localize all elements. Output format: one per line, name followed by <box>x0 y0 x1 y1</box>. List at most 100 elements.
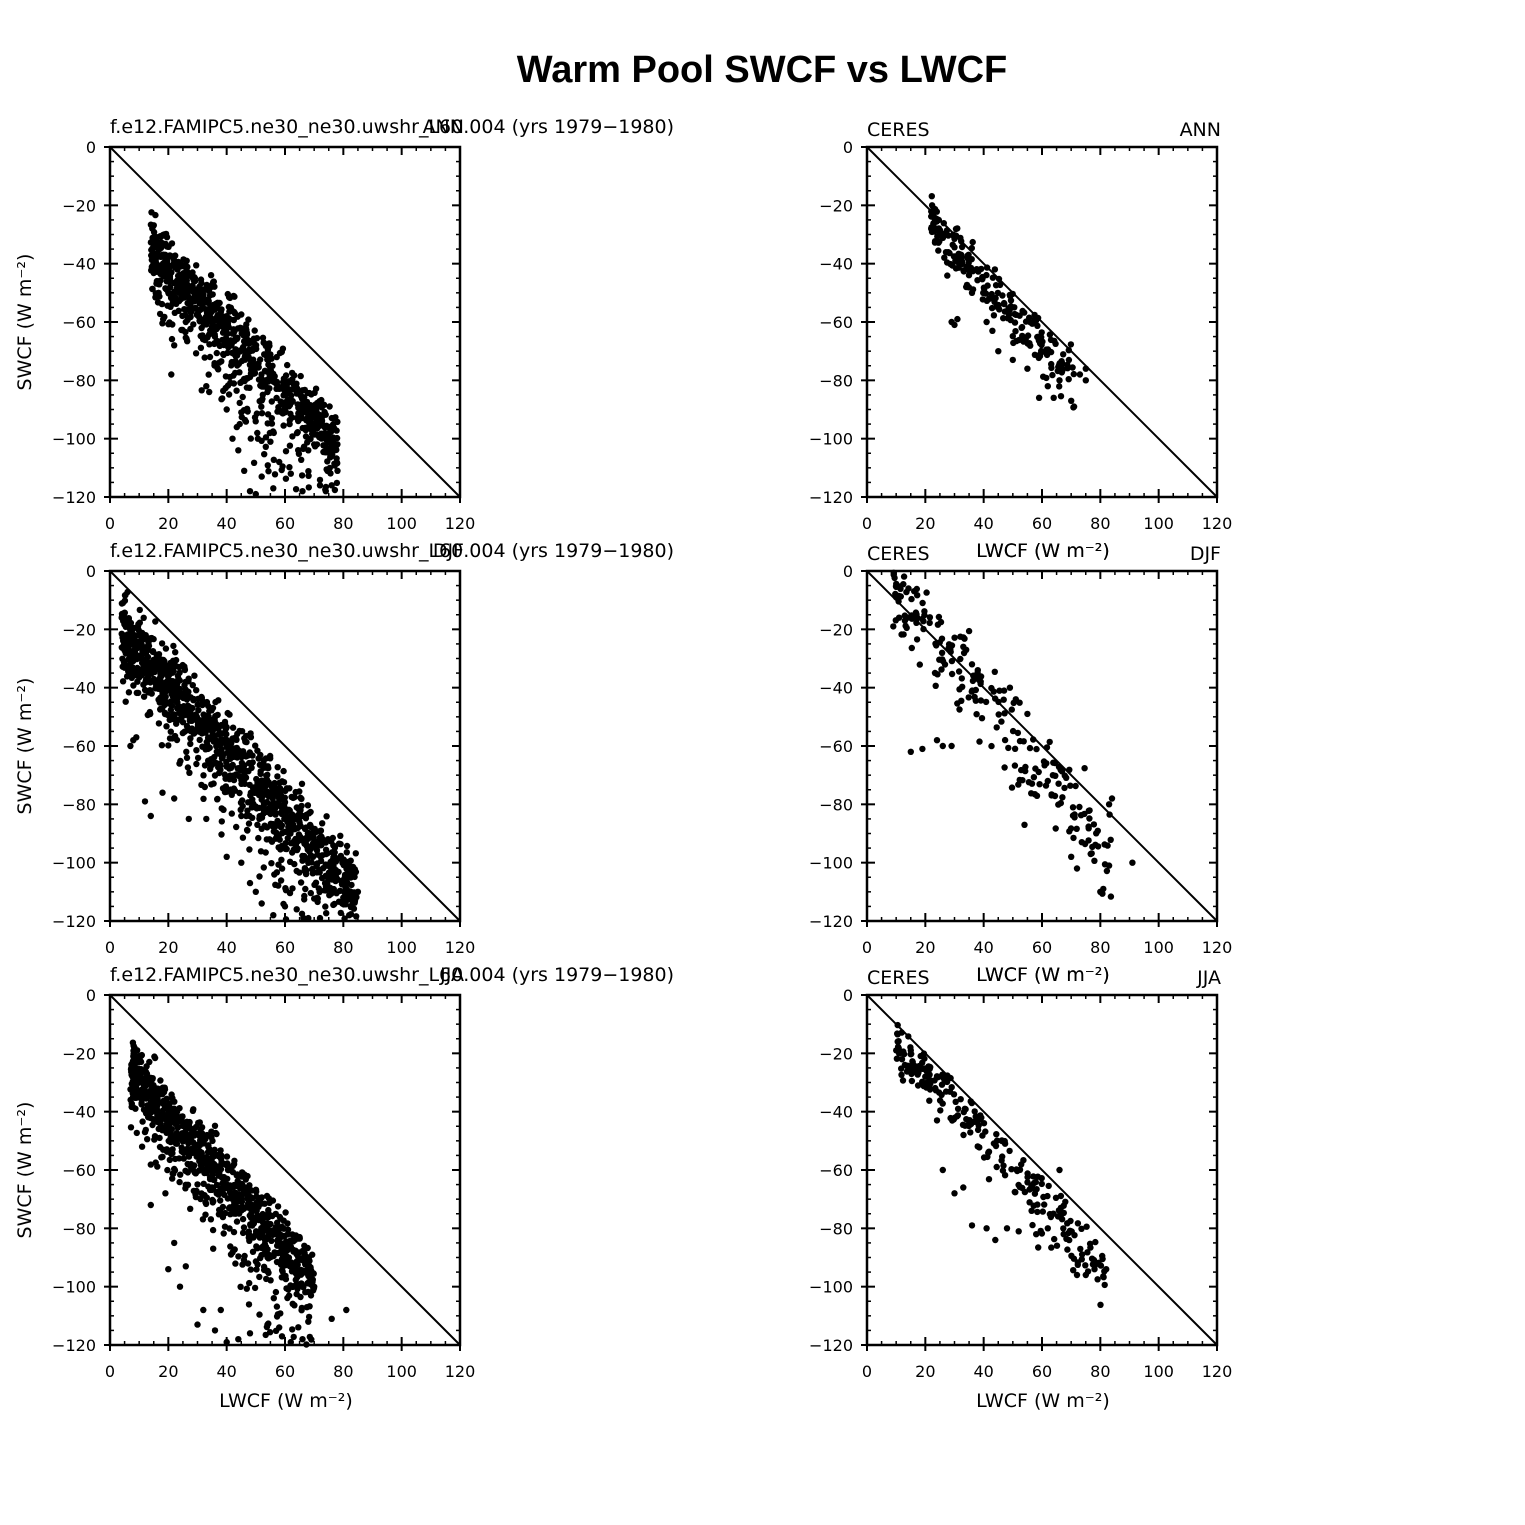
data-point <box>163 1146 170 1153</box>
y-tick-label: 0 <box>86 138 96 157</box>
data-point <box>249 784 257 792</box>
data-point <box>285 1261 292 1268</box>
data-point <box>190 305 197 312</box>
data-point <box>156 1134 163 1142</box>
data-point <box>140 614 147 621</box>
data-point <box>319 820 326 827</box>
data-point <box>328 890 335 897</box>
data-point <box>220 1230 227 1237</box>
data-point <box>192 350 200 357</box>
y-tick-label: −100 <box>52 430 96 449</box>
data-point <box>328 414 335 422</box>
data-point <box>193 262 200 269</box>
data-point <box>255 376 263 383</box>
data-point <box>295 447 302 454</box>
data-point <box>1101 1281 1108 1289</box>
data-point <box>252 418 259 425</box>
data-point <box>170 642 177 650</box>
data-point <box>248 764 255 771</box>
data-point <box>1046 331 1054 338</box>
data-point <box>301 867 308 874</box>
data-point <box>951 1190 958 1197</box>
data-point <box>262 849 269 856</box>
data-point <box>305 484 312 491</box>
data-point <box>129 1039 137 1046</box>
data-point <box>995 711 1002 718</box>
data-point <box>300 1255 307 1263</box>
data-point <box>1032 317 1040 324</box>
data-point <box>250 370 257 377</box>
data-point <box>197 1195 204 1203</box>
y-tick-label: −40 <box>819 679 853 698</box>
data-point <box>262 443 269 450</box>
data-point <box>207 272 215 279</box>
data-point <box>1014 729 1022 737</box>
data-point <box>1029 1221 1036 1229</box>
y-tick-label: −20 <box>62 620 96 639</box>
y-axis-label: SWCF (W m⁻²) <box>14 1102 36 1239</box>
data-point <box>895 614 903 621</box>
data-point <box>293 384 300 391</box>
data-point <box>331 486 339 494</box>
data-point <box>1030 774 1038 781</box>
data-point <box>132 1094 139 1102</box>
data-point <box>213 305 221 312</box>
data-point <box>895 1050 903 1057</box>
data-point <box>170 667 177 675</box>
data-point <box>176 1283 184 1290</box>
data-point <box>276 458 283 466</box>
panel-ceres-ann: CERES ANN LWCF (W m⁻²) 0 20 40 60 80 100 1200−… <box>809 119 1232 562</box>
data-point <box>991 298 998 305</box>
data-point <box>309 1251 316 1258</box>
data-point <box>289 1326 296 1333</box>
data-point <box>1057 393 1065 400</box>
data-point <box>262 434 270 441</box>
data-point <box>996 687 1003 694</box>
data-point <box>1028 780 1036 787</box>
data-point <box>247 792 254 799</box>
data-point <box>1038 334 1045 341</box>
data-point <box>238 776 245 784</box>
data-point <box>283 785 291 792</box>
data-point <box>185 694 192 702</box>
data-point <box>979 274 986 281</box>
data-point <box>187 325 194 333</box>
data-point <box>139 629 146 637</box>
data-point <box>307 821 314 829</box>
data-point <box>202 1199 209 1206</box>
data-point <box>1056 383 1063 390</box>
data-point <box>324 873 331 881</box>
data-point <box>237 1180 244 1188</box>
data-point <box>178 326 185 334</box>
data-point <box>270 485 277 492</box>
data-point <box>1030 1202 1037 1209</box>
data-point <box>224 709 231 717</box>
data-point <box>305 1269 312 1277</box>
data-point <box>993 724 1000 731</box>
data-point <box>172 1155 179 1163</box>
data-point <box>937 618 945 626</box>
data-point <box>970 1118 978 1126</box>
data-point <box>198 387 205 394</box>
data-point <box>1044 1225 1052 1232</box>
data-point <box>307 889 314 897</box>
panel-ceres-jja: CERES LWCF (W m⁻²) JJA LWCF (W m⁻²) 0 20 4… <box>809 964 1232 1412</box>
data-point <box>333 434 341 442</box>
data-point <box>241 1171 248 1178</box>
one-to-one-line <box>109 570 461 922</box>
data-point <box>211 717 218 725</box>
data-point <box>1086 807 1093 814</box>
data-point <box>311 406 318 413</box>
data-point <box>236 727 243 735</box>
data-point <box>215 366 222 373</box>
data-point <box>298 1282 305 1289</box>
data-point <box>950 253 958 260</box>
data-point <box>273 831 281 838</box>
data-point <box>128 1068 135 1076</box>
data-point <box>995 348 1002 355</box>
data-point <box>182 1185 189 1192</box>
data-point <box>1027 319 1034 326</box>
data-point <box>176 1105 183 1112</box>
figure-title: Warm Pool SWCF vs LWCF <box>517 49 1008 91</box>
panel-center-title: LWCF (W m⁻²) <box>976 964 1110 986</box>
